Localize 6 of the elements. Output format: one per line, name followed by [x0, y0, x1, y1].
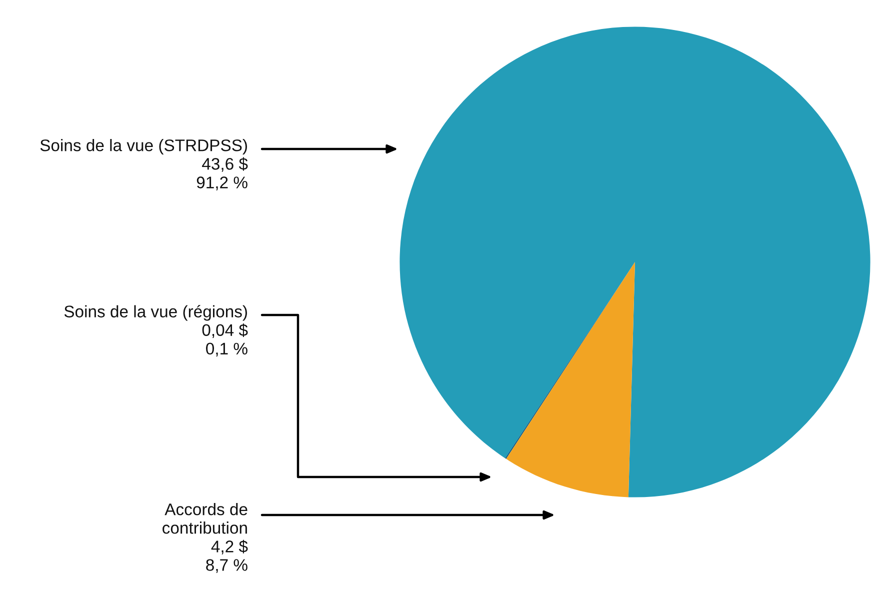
data-label: 0,04 $ 0,1 % [202, 323, 248, 357]
data-label: 43,6 $ 91,2 % [196, 157, 248, 190]
data-label: 4,2 $ 8,7 % [206, 540, 248, 573]
slice-label: Soins de la vue (STRDPSS) [40, 139, 247, 155]
slice-label: Soins de la vue (régions) [64, 305, 247, 321]
slice-label: Accords de contribution [162, 503, 248, 534]
